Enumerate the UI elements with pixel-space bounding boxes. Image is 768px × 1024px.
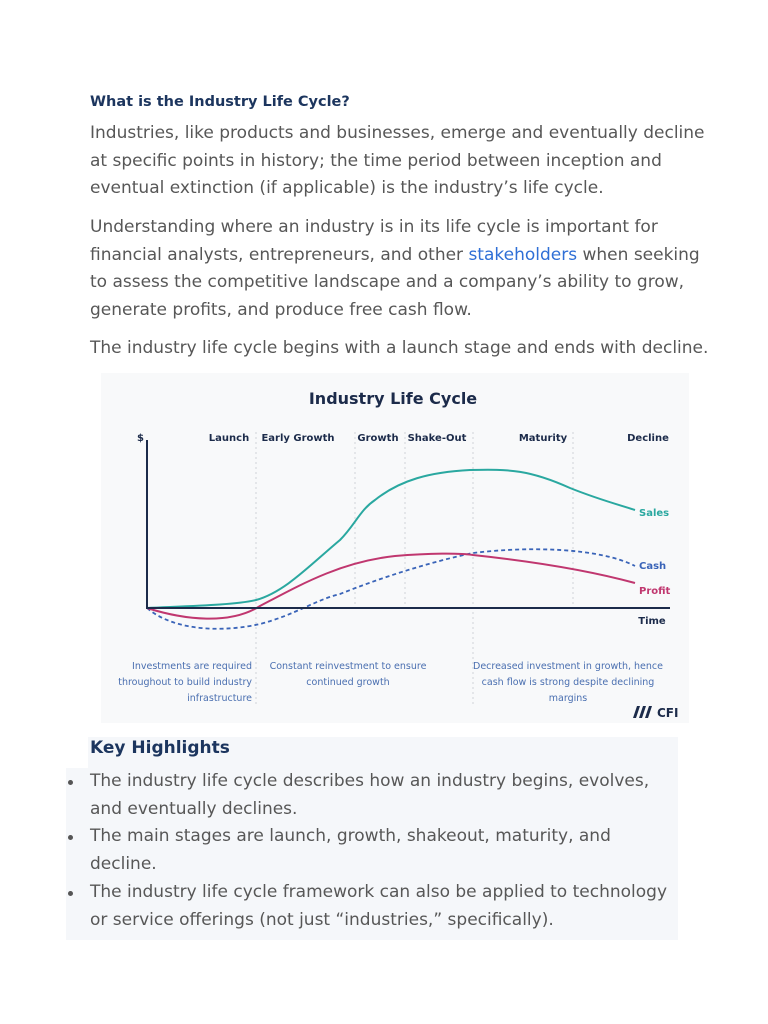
profit-line bbox=[146, 552, 636, 620]
stage-label: Early Growth bbox=[261, 433, 334, 444]
diagram-title: Industry Life Cycle bbox=[309, 389, 477, 408]
highlight-item: The industry life cycle framework can al… bbox=[66, 879, 678, 934]
sales-line bbox=[146, 468, 636, 609]
highlights-heading-bg bbox=[88, 737, 678, 769]
cash-label: Cash bbox=[639, 561, 666, 572]
y-axis-label: $ bbox=[137, 433, 144, 444]
launch-note: Investments are required bbox=[132, 661, 252, 672]
sales-label: Sales bbox=[639, 508, 669, 519]
paragraph-text: when seeking to assess the competitive l… bbox=[90, 244, 700, 321]
cash-line bbox=[146, 548, 636, 630]
growth-note: Constant reinvestment to ensure bbox=[270, 661, 427, 672]
stage-dividers bbox=[255, 432, 574, 705]
paragraph-importance: Understanding where an industry is in it… bbox=[90, 214, 710, 325]
stage-label: Maturity bbox=[519, 433, 568, 444]
highlight-item: The industry life cycle describes how an… bbox=[66, 768, 678, 823]
stakeholders-link[interactable]: stakeholders bbox=[468, 244, 578, 265]
launch-note: infrastructure bbox=[187, 693, 252, 704]
paragraph-stages: The industry life cycle begins with a la… bbox=[90, 338, 709, 358]
industry-life-cycle-diagram: Industry Life Cycle $ Launch Early Growt… bbox=[101, 373, 689, 723]
paragraph-text: Understanding where an industry is in it… bbox=[90, 217, 658, 265]
launch-note: throughout to build industry bbox=[118, 677, 252, 688]
stage-label: Decline bbox=[627, 433, 669, 444]
cfi-logo-mark-icon bbox=[633, 706, 652, 718]
highlight-item: The main stages are launch, growth, shak… bbox=[66, 823, 678, 878]
growth-note: continued growth bbox=[306, 677, 389, 688]
maturity-note: Decreased investment in growth, hence bbox=[473, 661, 663, 672]
maturity-note: cash flow is strong despite declining bbox=[482, 677, 655, 688]
profit-label: Profit bbox=[639, 586, 671, 597]
stage-label: Growth bbox=[357, 433, 398, 444]
section-heading: What is the Industry Life Cycle? bbox=[90, 94, 350, 110]
x-axis-label: Time bbox=[638, 616, 666, 627]
stage-label: Launch bbox=[209, 433, 249, 444]
maturity-note: margins bbox=[549, 693, 588, 704]
paragraph-intro: Industries, like products and businesses… bbox=[90, 123, 705, 199]
highlights-list: The industry life cycle describes how an… bbox=[66, 768, 678, 941]
cfi-logo-text: CFI bbox=[657, 706, 678, 720]
highlights-heading: Key Highlights bbox=[90, 738, 230, 758]
stage-label: Shake-Out bbox=[408, 433, 467, 444]
cfi-logo: CFI bbox=[633, 706, 678, 720]
diagram-svg: Industry Life Cycle $ Launch Early Growt… bbox=[118, 389, 678, 720]
